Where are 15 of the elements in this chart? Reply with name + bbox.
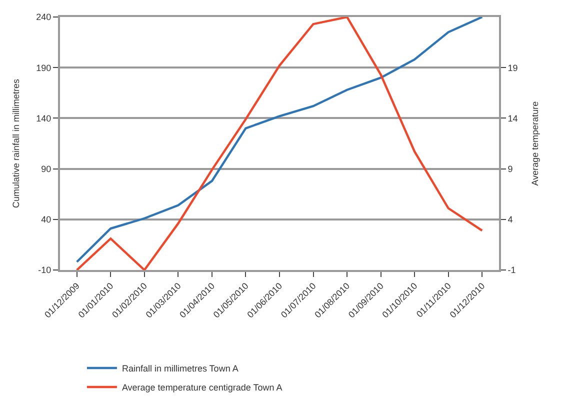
y-tick-label: 40 (41, 214, 52, 225)
y-tick-label: 90 (41, 164, 52, 174)
y-tick-label: 140 (36, 113, 52, 124)
y-axis-title: Cumulative rainfall in millimetres (11, 78, 22, 208)
y2-tick-label: 9 (508, 164, 513, 174)
y-tick-label: 190 (36, 62, 52, 73)
y2-axis-title: Average temperature (530, 101, 540, 186)
y2-tick-label: 14 (508, 113, 518, 124)
y2-tick-label: 4 (508, 214, 513, 225)
legend-label: Rainfall in millimetres Town A (122, 364, 238, 374)
y-tick-label: 240 (36, 12, 52, 22)
y2-tick-label: -1 (508, 265, 516, 276)
y-tick-label: -10 (38, 265, 52, 276)
legend-label: Average temperature centigrade Town A (122, 382, 282, 392)
y2-tick-label: 19 (508, 62, 518, 73)
